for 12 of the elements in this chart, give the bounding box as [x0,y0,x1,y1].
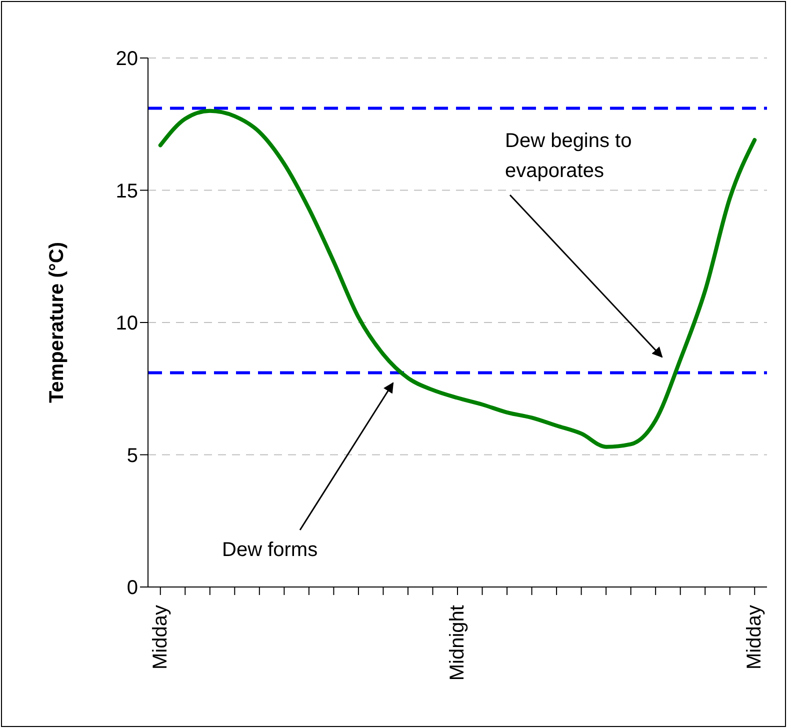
annotation: Dew begins to evaporates [505,130,632,182]
y-tick-label: 5 [126,444,138,467]
line-series [158,108,757,449]
x-tick-label: Midnight [446,604,468,681]
y-tick-label: 15 [116,180,138,202]
x-tick-label: Midday [744,605,766,670]
y-axis-title: Temperature (°C) [46,242,68,403]
y-tick-label: 10 [116,312,138,335]
y-tick-label: 0 [126,577,138,600]
x-tick-label: Midday [149,605,172,670]
annotation: Dew forms [222,539,318,561]
y-tick-label: 20 [116,48,138,70]
